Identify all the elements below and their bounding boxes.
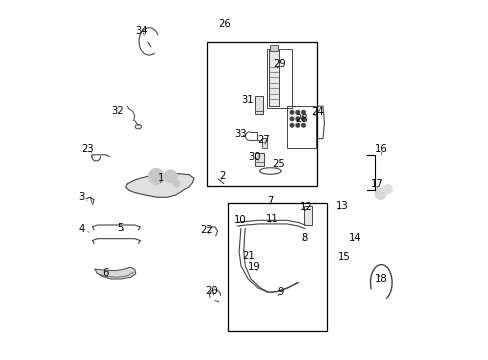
Text: 20: 20 [204,286,217,296]
Text: 2: 2 [219,171,225,181]
Text: 1: 1 [158,173,164,183]
Text: 24: 24 [310,107,323,117]
Bar [270,45,277,51]
Bar [266,49,291,108]
Circle shape [295,111,299,114]
Text: 10: 10 [233,215,246,225]
Text: 9: 9 [277,287,283,297]
Text: 14: 14 [348,233,361,243]
Text: 7: 7 [266,195,273,206]
Text: 19: 19 [247,262,260,272]
Text: 17: 17 [370,179,383,189]
Text: 22: 22 [200,225,213,235]
Text: 31: 31 [241,95,253,105]
Text: 3: 3 [79,192,88,202]
Text: 8: 8 [301,233,307,243]
Circle shape [382,184,392,194]
Circle shape [295,117,299,121]
Text: 12: 12 [300,202,312,212]
Bar [255,96,263,114]
Bar [286,106,315,148]
Text: 11: 11 [265,214,278,224]
Circle shape [164,170,177,183]
Text: 4: 4 [79,224,89,234]
Text: 6: 6 [102,268,109,278]
Text: 27: 27 [256,135,269,145]
Circle shape [301,111,305,114]
Circle shape [289,111,293,114]
Polygon shape [125,174,194,197]
Ellipse shape [135,125,141,129]
Text: 23: 23 [81,144,94,154]
Circle shape [148,168,164,184]
Bar [304,206,311,225]
Text: 32: 32 [111,106,124,116]
Circle shape [301,117,305,121]
Text: 16: 16 [374,144,387,155]
Circle shape [301,123,305,127]
Bar [261,138,266,148]
Bar [255,153,264,166]
Text: 33: 33 [234,129,246,139]
Text: 13: 13 [335,201,347,211]
Text: 30: 30 [248,152,260,162]
Bar [228,203,326,331]
Bar [206,42,316,186]
Circle shape [289,117,293,121]
Text: 29: 29 [273,59,285,69]
Circle shape [374,188,386,199]
Text: 5: 5 [117,222,123,233]
Text: 18: 18 [374,274,387,284]
Circle shape [172,180,179,187]
Text: 26: 26 [218,19,231,30]
Text: 21: 21 [242,251,255,261]
Text: 28: 28 [294,114,307,124]
Text: 34: 34 [135,26,148,36]
Circle shape [289,123,293,127]
Bar [268,50,279,106]
Polygon shape [95,267,136,279]
Text: 15: 15 [338,252,350,262]
Text: 25: 25 [272,159,285,169]
Circle shape [295,123,299,127]
